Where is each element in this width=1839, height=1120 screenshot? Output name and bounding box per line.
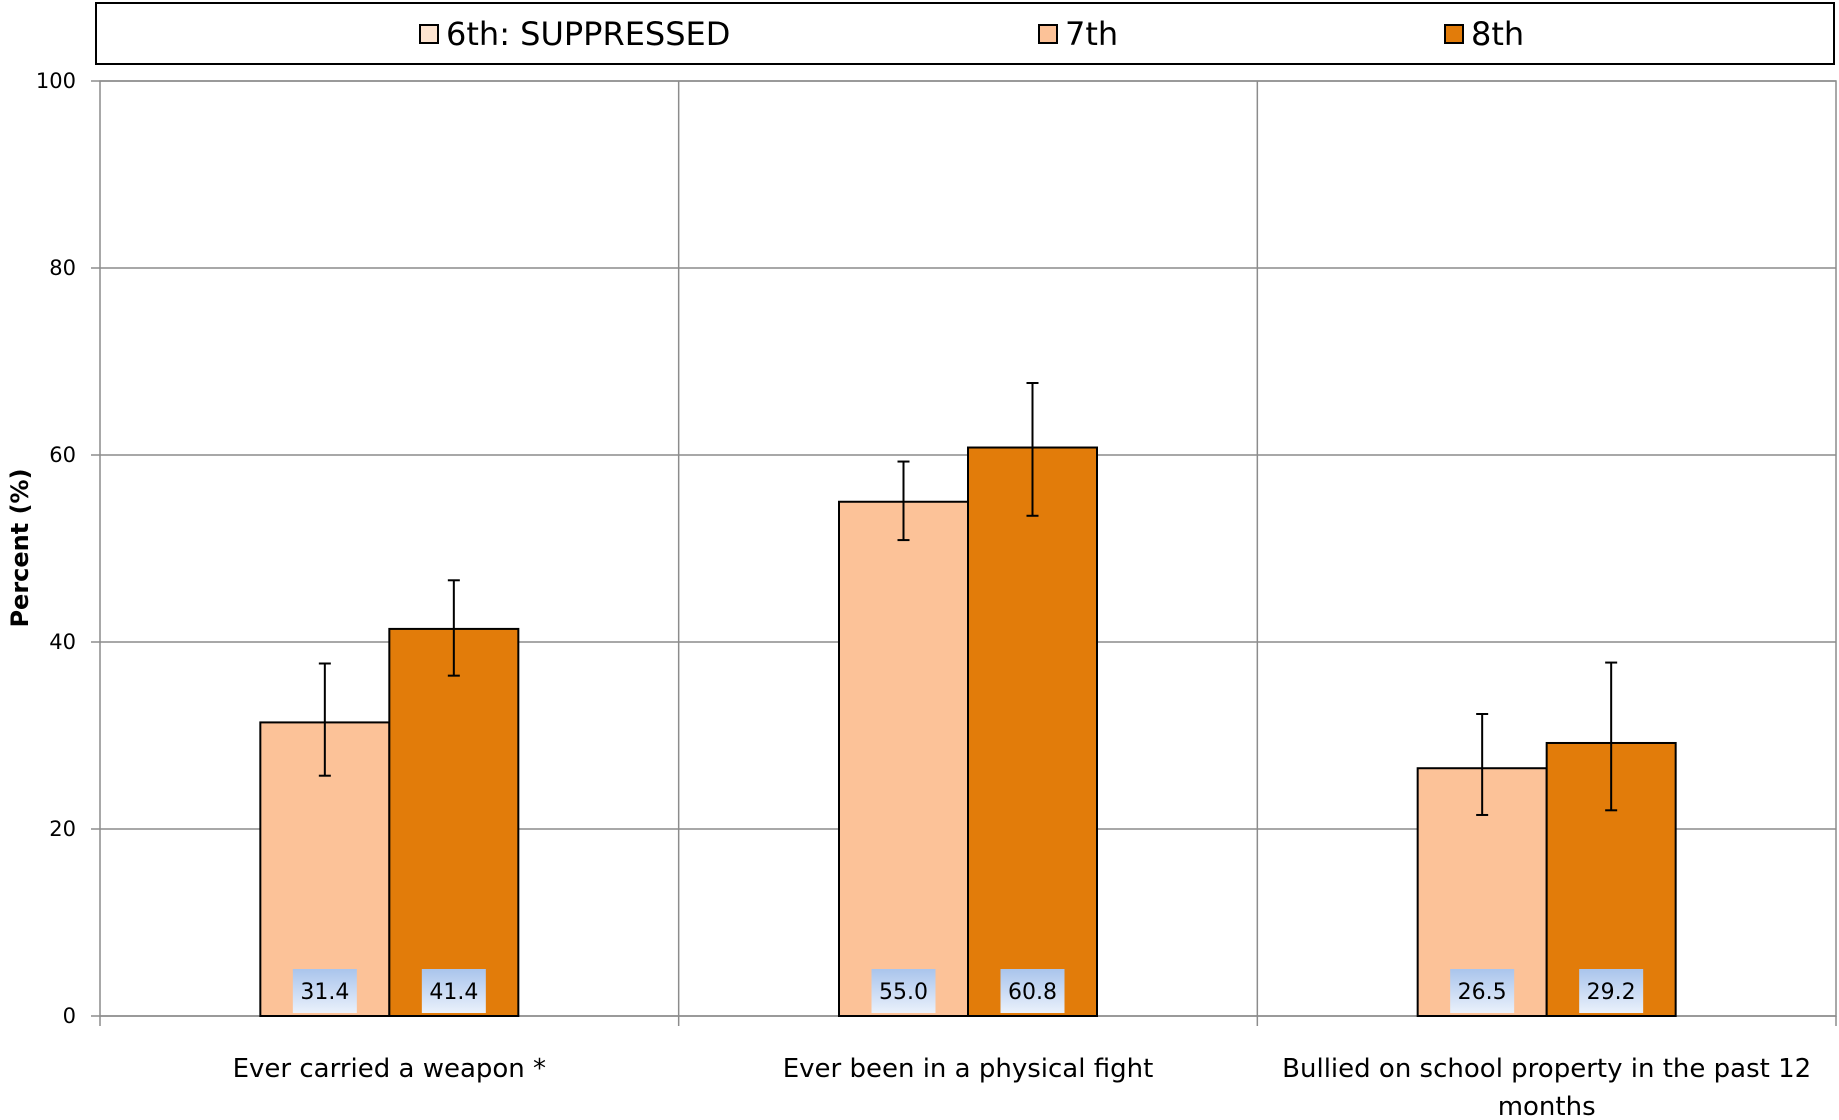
legend-swatch-6th <box>419 23 439 44</box>
x-category-label: Bullied on school property in the past 1… <box>1282 1054 1811 1084</box>
x-category-label: months <box>1498 1092 1596 1120</box>
x-category-label: Ever been in a physical fight <box>783 1054 1154 1084</box>
data-label-box <box>421 969 486 1013</box>
y-tick-label: 0 <box>63 1004 76 1028</box>
data-label-box <box>1450 969 1515 1013</box>
legend-label-6th: 6th: SUPPRESSED <box>446 14 731 53</box>
data-label: 41.4 <box>429 980 478 1005</box>
y-tick-label: 20 <box>49 817 76 841</box>
x-category-label: Ever carried a weapon * <box>233 1054 546 1084</box>
legend-swatch-7th <box>1038 23 1058 44</box>
legend-item-8th: 8th <box>1444 4 1524 63</box>
y-tick-label: 100 <box>36 69 76 93</box>
y-tick-label: 60 <box>49 443 76 467</box>
bar <box>838 500 969 1017</box>
data-label-box <box>1000 969 1065 1013</box>
legend-item-6th: 6th: SUPPRESSED <box>419 4 730 63</box>
bars <box>259 446 1677 1017</box>
data-label: 55.0 <box>879 980 928 1005</box>
data-label-box <box>1579 969 1644 1013</box>
y-axis-title: Percent (%) <box>6 468 34 627</box>
bar <box>259 721 391 1017</box>
data-label: 29.2 <box>1587 980 1636 1005</box>
data-label-box <box>871 969 936 1013</box>
axes: 0 20 40 60 80 100 Ever carried a weapon * Ever … <box>36 69 1837 1120</box>
legend: 6th: SUPPRESSED 7th 8th <box>95 2 1835 65</box>
legend-item-7th: 7th <box>1038 4 1118 63</box>
data-label: 60.8 <box>1008 980 1057 1005</box>
data-labels: 31.4 41.4 55.0 60.8 26.5 29.2 <box>292 969 1644 1013</box>
legend-swatch-8th <box>1444 23 1464 44</box>
data-label: 26.5 <box>1458 980 1507 1005</box>
y-tick-label: 80 <box>49 256 76 280</box>
data-label-box <box>292 969 357 1013</box>
legend-label-8th: 8th <box>1471 14 1525 53</box>
legend-label-7th: 7th <box>1065 14 1119 53</box>
error-bars <box>318 382 1618 816</box>
y-tick-label: 40 <box>49 630 76 654</box>
bar <box>967 446 1098 1017</box>
bar <box>388 627 520 1017</box>
data-label: 31.4 <box>300 980 349 1005</box>
